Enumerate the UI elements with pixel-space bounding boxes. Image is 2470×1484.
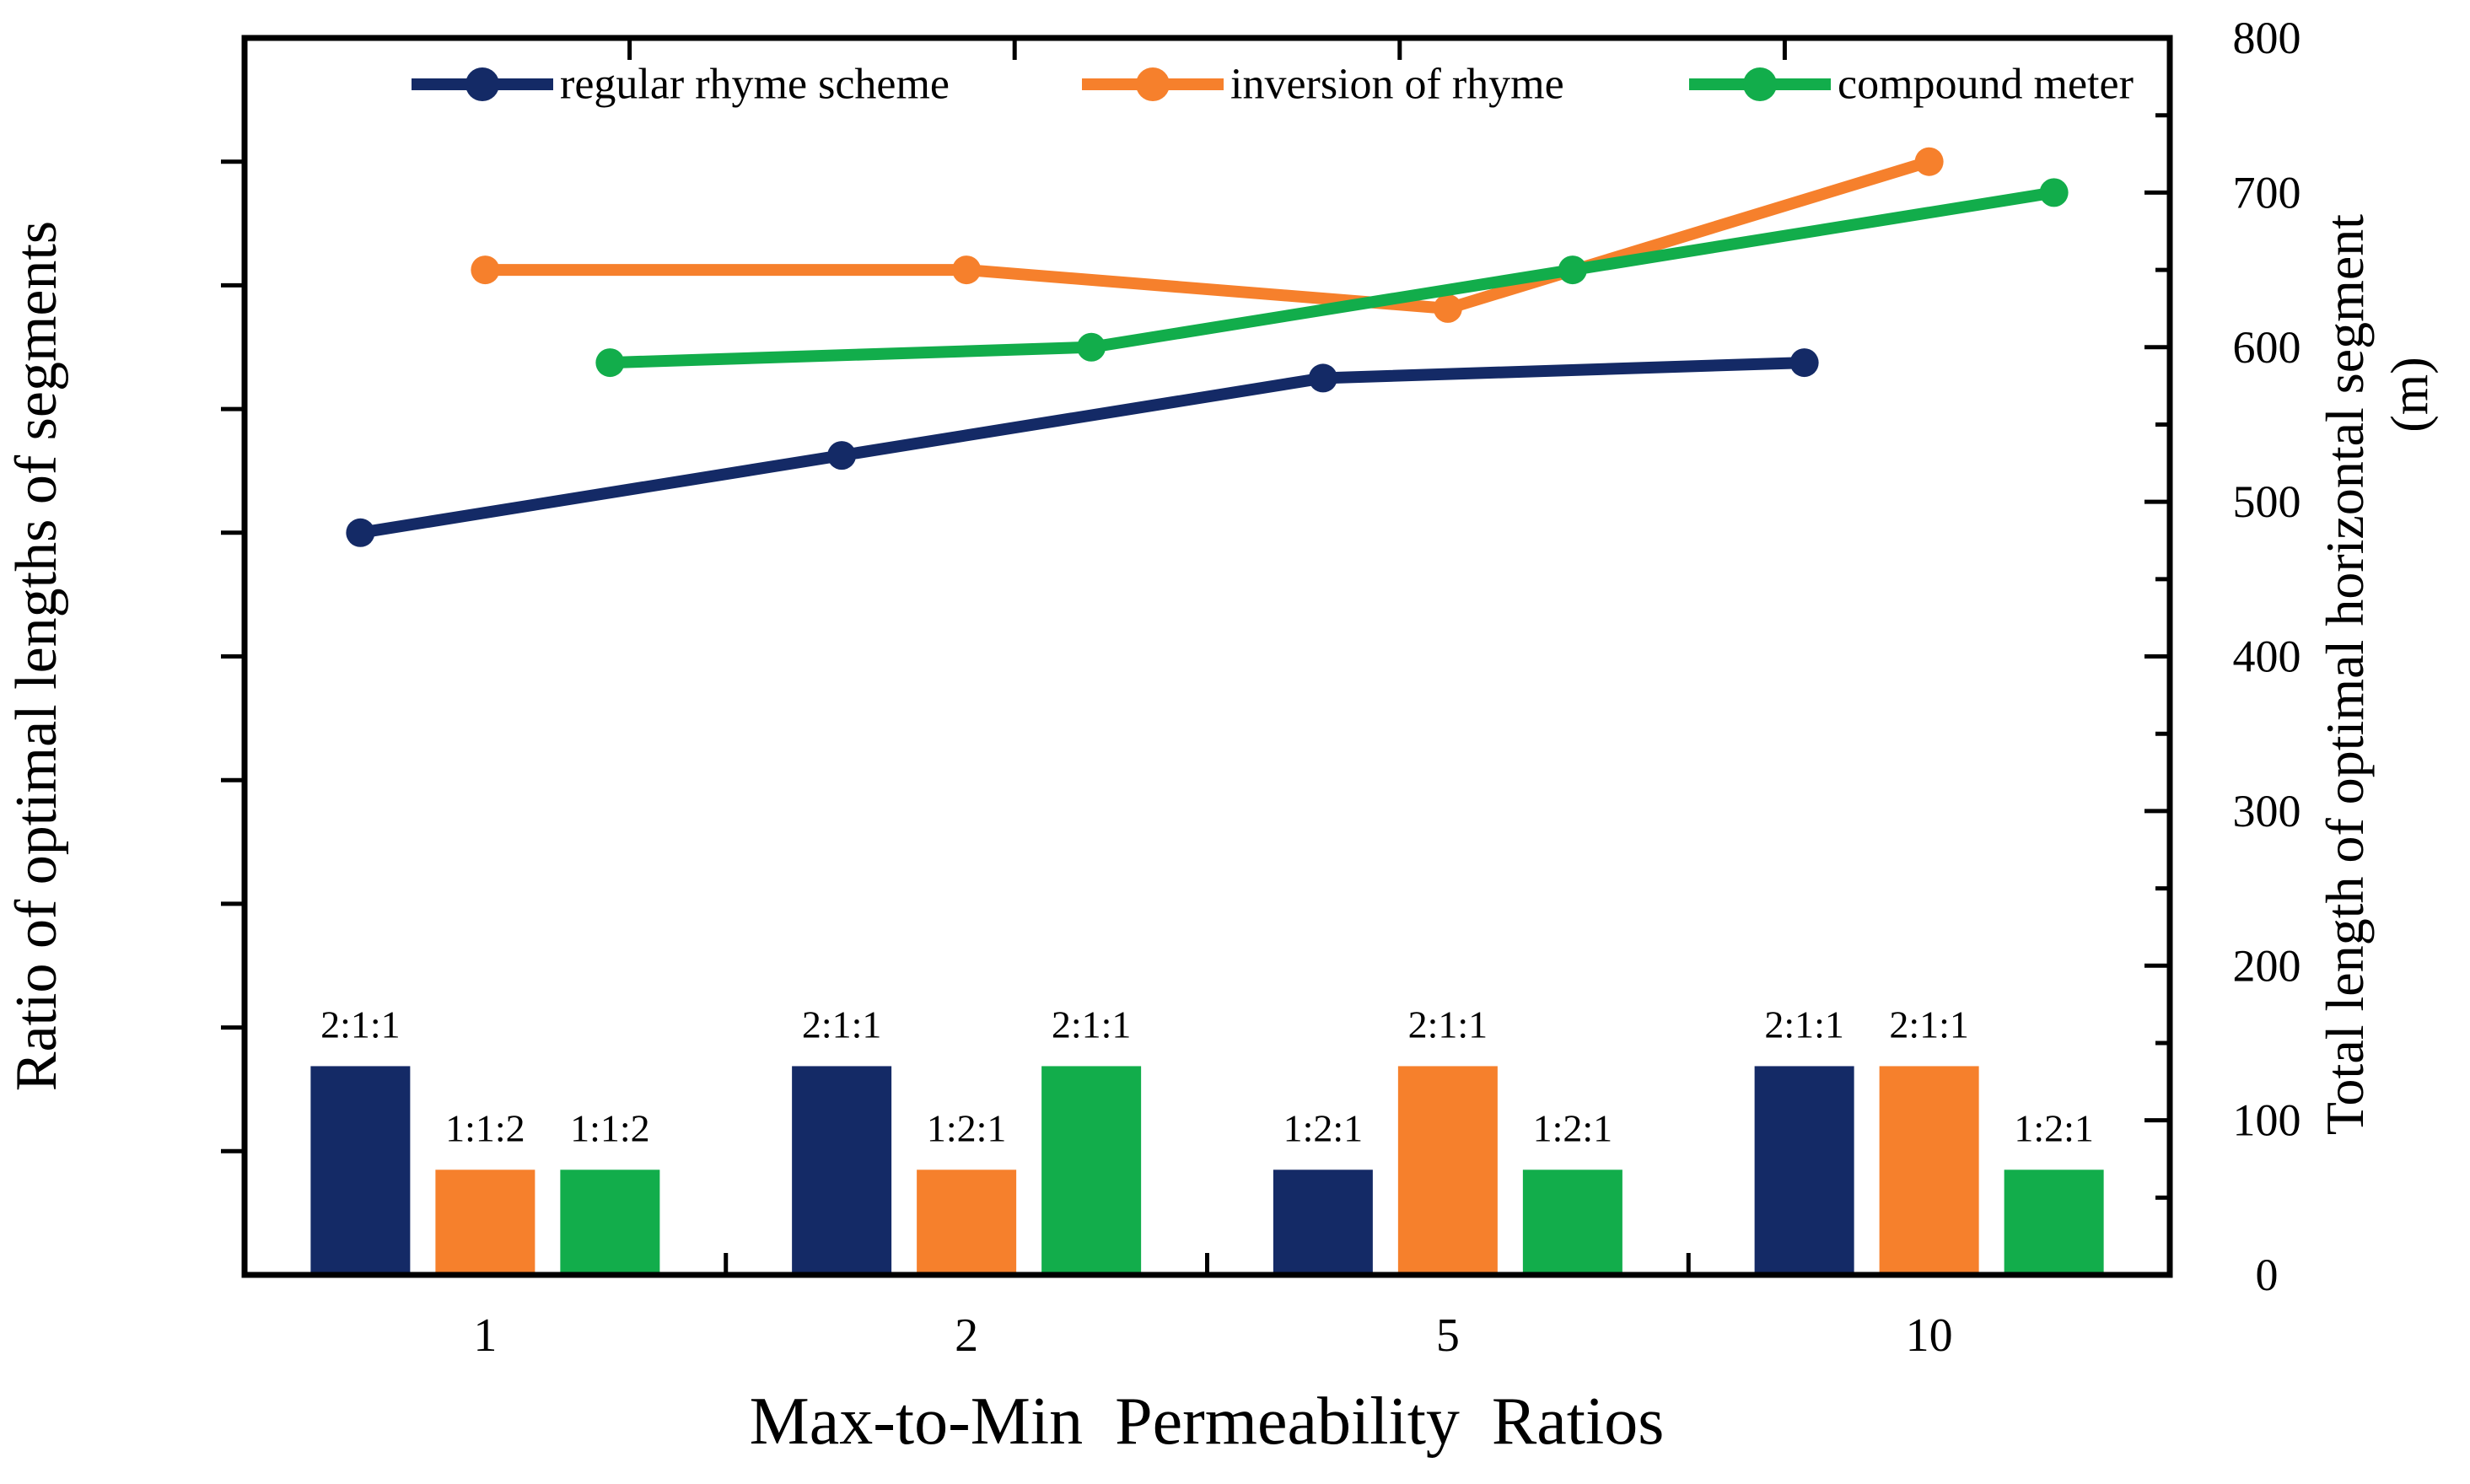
data-point-marker — [1914, 147, 1944, 176]
bar — [1754, 1066, 1854, 1275]
data-point-marker — [1558, 255, 1587, 285]
bar-ratio-label: 2:1:1 — [1052, 1003, 1132, 1046]
bar — [1273, 1169, 1373, 1275]
data-point-marker — [952, 255, 982, 285]
bar-ratio-label: 2:1:1 — [320, 1003, 401, 1046]
data-point-marker — [827, 441, 857, 470]
bar — [792, 1066, 892, 1275]
legend-marker — [1743, 67, 1777, 101]
bar-ratio-label: 1:2:1 — [1283, 1106, 1364, 1149]
right-y-axis-unit: (m) — [2381, 357, 2439, 433]
bar — [560, 1169, 660, 1275]
right-y-axis-title: Total length of optimal horizontal segme… — [2315, 214, 2375, 1135]
right-axis-tick-label: 300 — [2233, 786, 2301, 836]
bar-ratio-label: 2:1:1 — [1889, 1003, 1969, 1046]
data-point-marker — [1433, 293, 1462, 323]
bar-series-group: 2:1:1 2:1:1 1:2:1 2:1:1 1:1:2 1:2:1 2:1:1 2:1:1… — [310, 1003, 2104, 1275]
data-point-marker — [1077, 332, 1106, 362]
line-series — [485, 156, 1931, 315]
right-axis-tick-label: 200 — [2233, 940, 2301, 991]
legend-label: inversion of rhyme — [1230, 61, 1564, 109]
left-y-axis-title: Ratio of optimal lengths of segments — [4, 221, 69, 1091]
x-axis-tick-label: 2 — [955, 1309, 978, 1362]
legend: regular rhyme scheme inversion of rhyme co… — [412, 61, 2134, 109]
line-series — [359, 357, 1805, 539]
bar — [435, 1169, 535, 1275]
line-series — [610, 186, 2055, 369]
legend-marker — [465, 67, 499, 101]
right-axis-tick-label: 800 — [2233, 13, 2301, 63]
bar-ratio-label: 2:1:1 — [802, 1003, 882, 1046]
x-axis-title: Max-to-Min Permeability Ratios — [750, 1385, 1665, 1459]
right-axis-tick-label: 100 — [2233, 1095, 2301, 1146]
bar-ratio-label: 2:1:1 — [1408, 1003, 1488, 1046]
legend-marker — [1136, 67, 1170, 101]
right-axis-tick-label: 600 — [2233, 322, 2301, 373]
bar-ratio-label: 1:2:1 — [1533, 1106, 1613, 1149]
bar-ratio-label: 1:2:1 — [2014, 1106, 2094, 1149]
x-axis-tick-label: 5 — [1436, 1309, 1460, 1362]
legend-label: compound meter — [1838, 61, 2134, 109]
bar-ratio-label: 1:1:2 — [445, 1106, 525, 1149]
data-point-marker — [595, 348, 625, 378]
bar-ratio-label: 1:1:2 — [570, 1106, 650, 1149]
data-point-marker — [2039, 178, 2069, 207]
bar — [1522, 1169, 1622, 1275]
data-point-marker — [346, 518, 375, 547]
x-axis-tick-label: 1 — [473, 1309, 497, 1362]
data-point-marker — [471, 255, 500, 285]
right-axis-tick-label: 500 — [2233, 476, 2301, 527]
bar-ratio-label: 1:2:1 — [927, 1106, 1007, 1149]
bar — [1397, 1066, 1498, 1275]
x-axis-tick-label: 10 — [1906, 1309, 1953, 1362]
bar — [1879, 1066, 1979, 1275]
bar — [310, 1066, 411, 1275]
right-axis-tick-label: 0 — [2256, 1250, 2279, 1300]
line-series-group — [346, 147, 2069, 547]
data-point-marker — [1789, 348, 1819, 378]
axes-group: 0 100 200 300 400 500 600 700 800 1 2 5 10 — [221, 13, 2301, 1362]
right-axis-tick-label: 400 — [2233, 632, 2301, 682]
legend-label: regular rhyme scheme — [560, 61, 950, 109]
data-point-marker — [1308, 363, 1337, 393]
bar — [917, 1169, 1017, 1275]
bar — [1041, 1066, 1142, 1275]
bar — [2004, 1169, 2104, 1275]
bar-ratio-label: 2:1:1 — [1764, 1003, 1844, 1046]
right-axis-tick-label: 700 — [2233, 167, 2301, 218]
